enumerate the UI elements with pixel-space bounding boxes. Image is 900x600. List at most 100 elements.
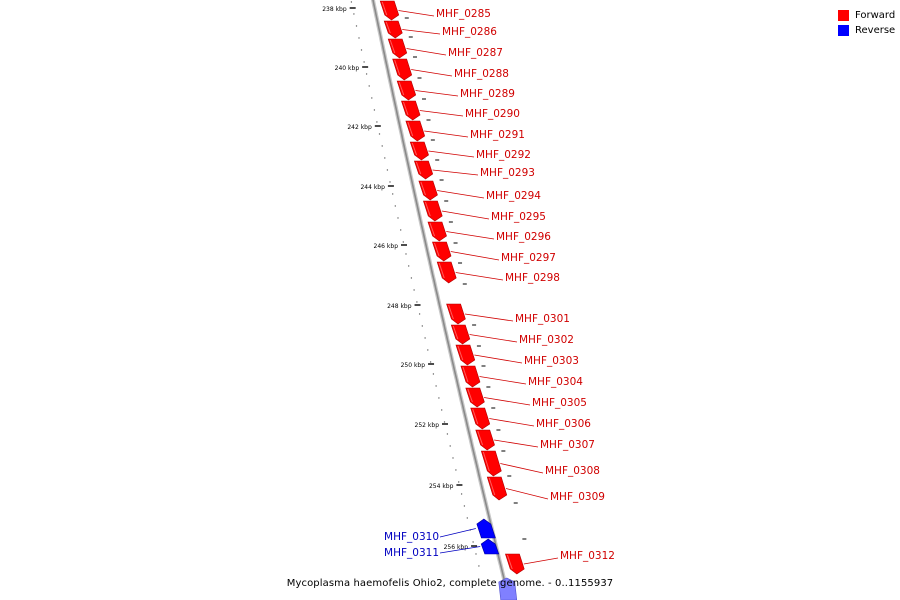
legend-label-forward: Forward: [855, 10, 896, 21]
gene-label[interactable]: MHF_0303: [524, 355, 579, 367]
tick-label: 246 kbp: [374, 243, 399, 250]
gene-label[interactable]: MHF_0288: [454, 68, 509, 80]
gene-label[interactable]: MHF_0291: [470, 129, 525, 141]
gene-highlight: [389, 39, 396, 54]
ruler-dot: [438, 397, 440, 399]
gene-mhf-0287[interactable]: [387, 38, 408, 59]
gene-mhf-0298[interactable]: [436, 261, 457, 284]
gene-mhf-0291[interactable]: [405, 120, 426, 142]
ruler-dot: [405, 253, 407, 255]
gene-label[interactable]: MHF_0298: [505, 272, 560, 284]
gene-label[interactable]: MHF_0302: [519, 334, 574, 346]
gene-label[interactable]: MHF_0312: [560, 550, 615, 562]
leader-line: [474, 354, 523, 364]
ruler-dot: [449, 445, 451, 447]
leader-line: [398, 10, 435, 17]
gene-mhf-0311[interactable]: [480, 538, 500, 555]
gene-mhf-0303[interactable]: [455, 344, 476, 366]
ruler-dot: [360, 49, 363, 51]
gene-label[interactable]: MHF_0297: [501, 252, 556, 264]
gene-mhf-0296[interactable]: [427, 221, 447, 242]
gene-label[interactable]: MHF_0310: [384, 531, 439, 543]
leader-line: [484, 397, 531, 406]
ruler-dot: [386, 169, 389, 171]
gene-mhf-0290[interactable]: [401, 100, 421, 121]
legend: Forward Reverse: [838, 8, 895, 38]
tick-label: 244 kbp: [360, 184, 385, 191]
ruler-dot: [435, 385, 437, 387]
gene-label[interactable]: MHF_0292: [476, 149, 531, 161]
gene-highlight: [429, 222, 436, 237]
gene-mhf-0308[interactable]: [480, 450, 502, 477]
gene-mhf-0293[interactable]: [413, 160, 434, 180]
gene-label[interactable]: MHF_0301: [515, 313, 570, 325]
gene-label[interactable]: MHF_0287: [448, 47, 503, 59]
ruler-dot: [371, 97, 373, 99]
tick-label: 248 kbp: [387, 303, 412, 310]
gene-mhf-0285[interactable]: [379, 0, 400, 21]
ruler-dot: [472, 541, 474, 543]
gene-mhf-0294[interactable]: [418, 180, 438, 201]
gene-label[interactable]: MHF_0308: [545, 465, 600, 477]
gene-highlight: [415, 161, 422, 175]
ruler-dot: [452, 457, 454, 459]
gene-highlight: [467, 388, 473, 403]
ruler-dot: [381, 145, 383, 147]
gene-label[interactable]: MHF_0293: [480, 167, 535, 179]
ruler-dot: [458, 481, 460, 483]
leader-line: [432, 169, 479, 176]
gene-highlight: [452, 325, 459, 340]
gene-mhf-0305[interactable]: [465, 387, 485, 408]
reverse-swatch: [838, 25, 849, 36]
gene-label[interactable]: MHF_0306: [536, 418, 591, 430]
ruler-dot: [392, 193, 394, 195]
ruler-dot: [400, 229, 402, 231]
gene-label[interactable]: MHF_0311: [384, 547, 439, 559]
backbone-layer: [370, 0, 512, 600]
gene-mhf-0306[interactable]: [470, 407, 491, 430]
gene-mhf-0301[interactable]: [446, 303, 466, 325]
gene-highlight: [472, 408, 479, 425]
ruler-dot: [441, 409, 443, 411]
leader-line: [439, 546, 481, 554]
gene-label[interactable]: MHF_0285: [436, 8, 491, 20]
gene-mhf-0312[interactable]: [505, 553, 525, 575]
gene-label[interactable]: MHF_0289: [460, 88, 515, 100]
gene-mhf-0289[interactable]: [396, 80, 417, 101]
gene-label[interactable]: MHF_0295: [491, 211, 546, 223]
gene-highlight: [381, 1, 388, 16]
gene-mhf-0288[interactable]: [392, 58, 413, 81]
gene-highlight: [407, 121, 414, 137]
gene-mhf-0292[interactable]: [409, 141, 429, 161]
ruler-dot: [378, 133, 381, 135]
leader-line: [464, 313, 514, 322]
gene-mhf-0310[interactable]: [476, 518, 496, 539]
gene-label[interactable]: MHF_0305: [532, 397, 587, 409]
gene-label[interactable]: MHF_0304: [528, 376, 583, 388]
leader-line: [455, 272, 504, 281]
ruler-dot: [424, 337, 426, 339]
gene-highlight: [424, 201, 431, 217]
gene-mhf-0295[interactable]: [423, 200, 443, 222]
gene-layer: [379, 0, 525, 600]
leader-line: [415, 90, 459, 97]
ruler-dot: [384, 157, 386, 159]
ruler-dot: [373, 109, 376, 111]
ruler-dot: [402, 241, 404, 243]
gene-label[interactable]: MHF_0290: [465, 108, 520, 120]
tick-label: 256 kbp: [444, 544, 469, 551]
gene-label[interactable]: MHF_0294: [486, 190, 541, 202]
gene-mhf-0309[interactable]: [486, 476, 508, 501]
gene-mhf-0304[interactable]: [460, 365, 481, 388]
gene-label[interactable]: MHF_0296: [496, 231, 551, 243]
gene-label[interactable]: MHF_0309: [550, 491, 605, 503]
ruler-dot: [443, 421, 446, 423]
gene-label[interactable]: MHF_0286: [442, 26, 497, 38]
gene-mhf-0302[interactable]: [450, 324, 471, 345]
leader-line: [439, 528, 476, 538]
gene-mhf-0297[interactable]: [432, 241, 452, 262]
gene-mhf-0307[interactable]: [475, 429, 495, 451]
gene-highlight: [482, 451, 490, 472]
gene-label[interactable]: MHF_0307: [540, 439, 595, 451]
gene-mhf-0286[interactable]: [383, 20, 403, 39]
